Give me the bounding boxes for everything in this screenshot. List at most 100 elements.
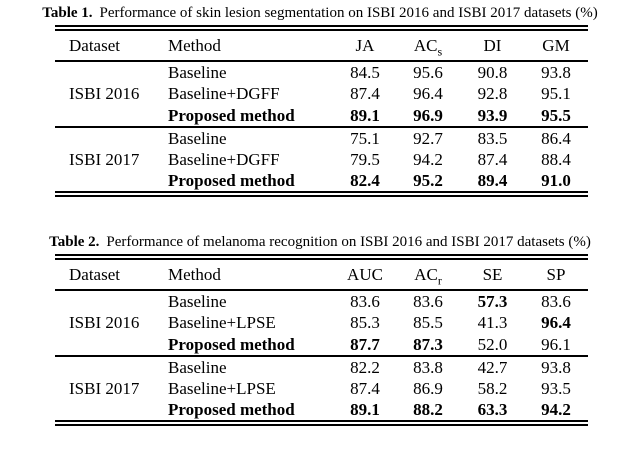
table-2-caption: Table 2. Performance of melanoma recognit… (0, 234, 640, 251)
method-cell: Baseline (168, 62, 227, 82)
value-cell: 83.8 (413, 357, 443, 377)
group-isbi-2016: ISBI 2016 Baseline 83.6 83.6 57.3 83.6 B… (55, 290, 588, 356)
dataset-cell: ISBI 2016 (69, 84, 140, 103)
value-cell: 94.2 (413, 150, 443, 169)
value-cell: 83.5 (477, 128, 508, 148)
column-header-dataset: Dataset (69, 35, 120, 55)
column-header-metric: GM (524, 28, 588, 61)
table-row: ISBI 2016 Baseline 84.5 95.6 90.8 93.8 (55, 61, 588, 104)
dataset-cell: ISBI 2017 (69, 149, 140, 169)
column-header-metric: SE (461, 257, 524, 290)
table-row: Proposed method 89.1 88.2 63.3 94.2 (55, 400, 588, 423)
table-row: Baseline+DGFF 79.5 94.2 87.4 88.4 (55, 149, 588, 171)
method-cell: Baseline (168, 128, 227, 148)
value-cell: 85.5 (413, 313, 443, 332)
method-cell: Baseline (168, 357, 227, 377)
value-cell: 95.1 (541, 84, 571, 103)
table-header: Dataset Method AUC ACr SE SP (55, 257, 588, 290)
value-cell: 82.2 (350, 357, 380, 377)
table-row: Baseline+LPSE 85.3 85.5 41.3 96.4 (55, 312, 588, 334)
caption-text: Performance of skin lesion segmentation … (99, 5, 598, 21)
value-cell: 95.5 (541, 105, 571, 125)
value-cell: 93.5 (541, 379, 571, 398)
method-cell: Proposed method (168, 334, 295, 354)
value-cell: 83.6 (413, 291, 443, 311)
method-cell: Baseline+DGFF (168, 84, 280, 103)
value-cell: 89.1 (350, 105, 380, 125)
value-cell: 92.7 (413, 128, 443, 148)
value-cell: 90.8 (477, 62, 508, 82)
value-cell: 93.8 (541, 357, 571, 377)
value-cell: 87.7 (350, 334, 380, 354)
value-cell: 91.0 (541, 171, 571, 190)
value-cell: 93.9 (477, 105, 508, 125)
dataset-cell: ISBI 2017 (69, 378, 140, 398)
table-1-section: Table 1. Performance of skin lesion segme… (0, 5, 640, 197)
caption-label: Table 2. (49, 234, 100, 250)
value-cell: 96.9 (413, 105, 443, 125)
value-cell: 84.5 (350, 62, 380, 82)
value-cell: 82.4 (350, 171, 380, 190)
column-header-metric: JA (335, 28, 395, 61)
column-header-metric: AUC (335, 257, 395, 290)
metric-label: SE (482, 264, 503, 284)
value-cell: 94.2 (541, 400, 571, 419)
column-header-metric: DI (461, 28, 524, 61)
value-cell: 41.3 (477, 313, 508, 332)
metric-subscript: s (437, 43, 443, 58)
value-cell: 93.8 (541, 62, 571, 82)
value-cell: 87.4 (477, 150, 508, 169)
group-isbi-2016: ISBI 2016 Baseline 84.5 95.6 90.8 93.8 B… (55, 61, 588, 127)
group-isbi-2017: ISBI 2017 Baseline 75.1 92.7 83.5 86.4 B… (55, 127, 588, 194)
value-cell: 96.1 (541, 334, 571, 354)
header-row: Dataset Method JA ACs DI GM (55, 28, 588, 61)
table-row: Baseline+DGFF 87.4 96.4 92.8 95.1 (55, 83, 588, 105)
metric-subscript: r (437, 272, 442, 287)
value-cell: 52.0 (477, 334, 508, 354)
caption-label: Table 1. (42, 5, 93, 21)
value-cell: 92.8 (477, 84, 508, 103)
table-row: ISBI 2017 Baseline 75.1 92.7 83.5 86.4 (55, 127, 588, 169)
value-cell: 63.3 (477, 400, 508, 419)
value-cell: 79.5 (350, 150, 380, 169)
group-isbi-2017: ISBI 2017 Baseline 82.2 83.8 42.7 93.8 B… (55, 356, 588, 423)
value-cell: 75.1 (350, 128, 380, 148)
value-cell: 42.7 (477, 357, 508, 377)
table-row: Proposed method 87.7 87.3 52.0 96.1 (55, 334, 588, 356)
value-cell: 83.6 (350, 291, 380, 311)
table-row: Proposed method 82.4 95.2 89.4 91.0 (55, 171, 588, 194)
table-row: ISBI 2017 Baseline 82.2 83.8 42.7 93.8 (55, 356, 588, 398)
value-cell: 87.3 (413, 334, 443, 354)
column-header-method: Method (168, 35, 221, 55)
value-cell: 58.2 (477, 379, 508, 398)
value-cell: 86.9 (413, 379, 443, 398)
table-row: ISBI 2016 Baseline 83.6 83.6 57.3 83.6 (55, 290, 588, 333)
metric-label: JA (355, 35, 375, 55)
column-header-metric: SP (524, 257, 588, 290)
method-cell: Proposed method (168, 105, 295, 125)
value-cell: 95.2 (413, 171, 443, 190)
method-cell: Proposed method (168, 171, 295, 190)
value-cell: 89.4 (477, 171, 508, 190)
column-header-metric: ACs (395, 28, 461, 61)
method-cell: Baseline (168, 291, 227, 311)
dataset-cell: ISBI 2016 (69, 313, 140, 332)
table-row: Proposed method 89.1 96.9 93.9 95.5 (55, 105, 588, 127)
value-cell: 96.4 (413, 84, 443, 103)
table-row: Baseline+LPSE 87.4 86.9 58.2 93.5 (55, 378, 588, 400)
value-cell: 87.4 (350, 84, 380, 103)
caption-text: Performance of melanoma recognition on I… (106, 234, 591, 250)
table-1-caption: Table 1. Performance of skin lesion segme… (0, 5, 640, 22)
value-cell: 85.3 (350, 313, 380, 332)
table-2-section: Table 2. Performance of melanoma recognit… (0, 234, 640, 426)
header-row: Dataset Method AUC ACr SE SP (55, 257, 588, 290)
metric-label: AC (414, 264, 438, 284)
recognition-results-table: Dataset Method AUC ACr SE SP ISBI 2016 B… (55, 254, 588, 426)
value-cell: 88.4 (541, 150, 571, 169)
method-cell: Proposed method (168, 400, 295, 419)
metric-label: AUC (347, 264, 383, 284)
value-cell: 86.4 (541, 128, 571, 148)
metric-label: AC (413, 35, 438, 55)
value-cell: 83.6 (541, 291, 571, 311)
